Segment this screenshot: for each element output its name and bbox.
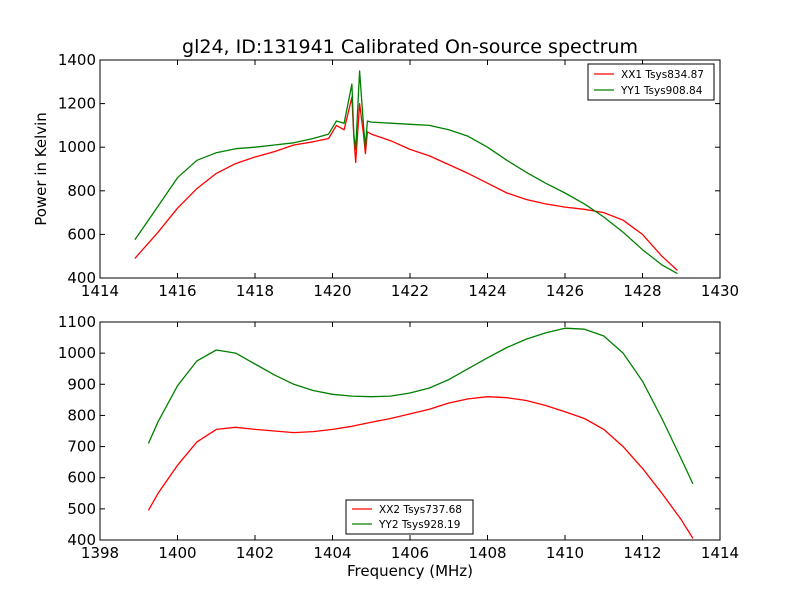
x-tick-label: 1430 [701, 282, 739, 300]
x-tick-label: 1416 [158, 282, 196, 300]
x-ticks-top: 1414 1416 1418 1420 1422 1424 1426 1428 1430 [81, 60, 739, 300]
y-tick-label: 400 [67, 531, 96, 549]
legend-label-yy1: YY1 Tsys908.84 [620, 85, 703, 97]
x-tick-label: 1410 [546, 544, 584, 562]
x-tick-label: 1402 [236, 544, 274, 562]
x-tick-label: 1428 [623, 282, 661, 300]
x-tick-label: 1418 [236, 282, 274, 300]
x-tick-label: 1404 [313, 544, 351, 562]
y-tick-label: 600 [67, 469, 96, 487]
series-group-bottom [147, 327, 694, 539]
y-axis-label: Power in Kelvin [32, 112, 50, 226]
x-tick-label: 1406 [391, 544, 429, 562]
y-tick-label: 600 [67, 225, 96, 243]
series-line-yy2 [147, 327, 694, 485]
y-tick-label: 700 [67, 438, 96, 456]
y-tick-label: 1100 [58, 313, 96, 331]
legend-box-bottom [345, 499, 474, 535]
series-line-yy1 [134, 70, 678, 275]
y-tick-label: 400 [67, 269, 96, 287]
x-tick-label: 1412 [623, 544, 661, 562]
y-tick-label: 900 [67, 375, 96, 393]
series-line-xx1 [134, 96, 678, 271]
legend-top: XX1 Tsys834.87 YY1 Tsys908.84 [587, 63, 715, 101]
legend-label-yy2: YY2 Tsys928.19 [378, 519, 460, 531]
x-tick-label: 1420 [313, 282, 351, 300]
series-group-top [134, 70, 678, 275]
x-tick-label: 1426 [546, 282, 584, 300]
x-tick-label: 1422 [391, 282, 429, 300]
y-ticks-top: 400 600 800 1000 1200 1400 [58, 51, 720, 287]
y-tick-label: 800 [67, 182, 96, 200]
y-tick-label: 800 [67, 406, 96, 424]
y-tick-label: 1200 [58, 95, 96, 113]
bottom-subplot: Frequency (MHz) 1398 1400 1402 1404 1406 1408… [58, 313, 739, 580]
x-tick-label: 1414 [701, 544, 739, 562]
x-tick-label: 1414 [81, 282, 119, 300]
y-tick-label: 1000 [58, 138, 96, 156]
x-axis-label: Frequency (MHz) [347, 562, 473, 580]
y-ticks-bottom: 400 500 600 700 800 900 1000 1100 [58, 313, 720, 549]
x-tick-label: 1398 [81, 544, 119, 562]
y-tick-label: 1000 [58, 344, 96, 362]
y-tick-label: 1400 [58, 51, 96, 69]
legend-bottom: XX2 Tsys737.68 YY2 Tsys928.19 [345, 499, 474, 535]
x-tick-label: 1400 [158, 544, 196, 562]
y-tick-label: 500 [67, 500, 96, 518]
x-tick-label: 1408 [468, 544, 506, 562]
x-ticks-bottom: 1398 1400 1402 1404 1406 1408 1410 1412 1414 [81, 322, 739, 562]
series-line-xx2 [147, 396, 694, 539]
legend-box-top [587, 63, 715, 101]
top-subplot: gl24, ID:131941 Calibrated On-source spe… [32, 36, 739, 300]
chart-title: gl24, ID:131941 Calibrated On-source spe… [182, 36, 638, 58]
x-tick-label: 1424 [468, 282, 506, 300]
legend-label-xx1: XX1 Tsys834.87 [621, 69, 704, 81]
legend-label-xx2: XX2 Tsys737.68 [379, 504, 462, 516]
